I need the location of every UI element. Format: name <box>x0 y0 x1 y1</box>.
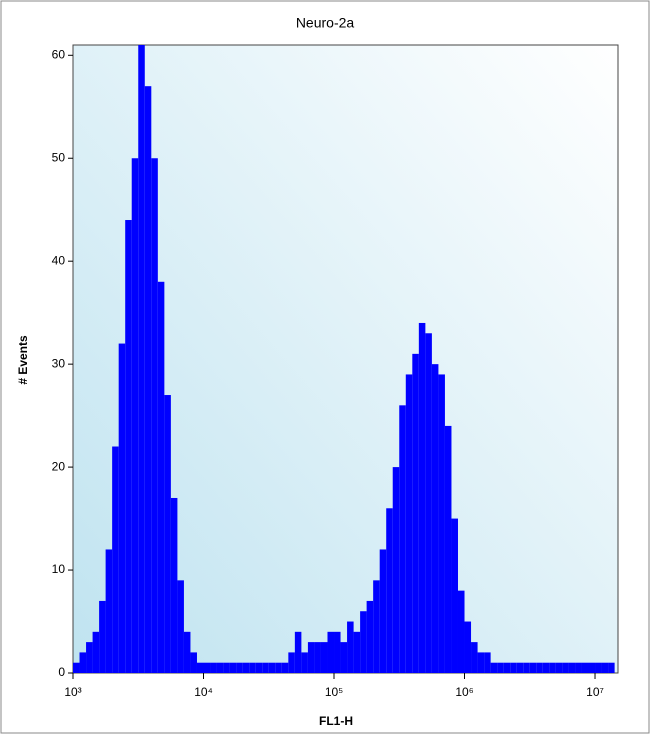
bar <box>170 497 178 673</box>
bar <box>386 508 393 673</box>
bar <box>555 662 563 673</box>
bar <box>464 621 472 673</box>
bar <box>353 631 361 673</box>
bar <box>314 642 321 673</box>
bar <box>347 621 354 673</box>
bar <box>327 631 335 673</box>
bar <box>608 662 615 673</box>
bar <box>334 631 341 673</box>
bar <box>503 662 511 673</box>
bar <box>236 662 243 673</box>
y-tick-label: 10 <box>52 562 66 576</box>
bar <box>125 220 132 673</box>
bar <box>595 662 602 673</box>
bar <box>497 662 504 673</box>
bar <box>157 281 165 673</box>
bar <box>477 652 485 673</box>
y-tick-label: 50 <box>52 150 66 164</box>
bar <box>242 662 250 673</box>
y-tick-label: 30 <box>52 356 66 370</box>
bar <box>471 642 478 673</box>
bar <box>92 631 100 673</box>
bar <box>581 662 589 673</box>
chart-title: Neuro-2a <box>296 15 355 31</box>
bar <box>216 662 224 673</box>
bar <box>523 662 530 673</box>
y-tick-label: 40 <box>52 253 66 267</box>
bar <box>536 662 543 673</box>
y-tick-label: 20 <box>52 459 66 473</box>
bar <box>431 364 439 673</box>
bar <box>360 611 367 673</box>
bar <box>340 642 348 673</box>
bar <box>138 45 145 673</box>
bar <box>118 343 126 673</box>
bar <box>438 374 445 673</box>
bar <box>307 642 315 673</box>
bar <box>568 662 576 673</box>
bar <box>529 662 537 673</box>
bar <box>164 395 171 673</box>
bar <box>99 600 106 673</box>
bar <box>86 642 93 673</box>
bar <box>112 446 119 673</box>
bar <box>210 662 217 673</box>
x-tick-label: 10⁵ <box>325 685 343 699</box>
bar <box>490 662 498 673</box>
bar <box>484 652 491 673</box>
bar <box>405 374 413 673</box>
bar <box>601 662 609 673</box>
bar <box>575 662 582 673</box>
bar <box>418 322 426 673</box>
bar <box>144 86 152 674</box>
bar <box>542 662 550 673</box>
bar <box>131 158 139 673</box>
bar <box>399 405 406 673</box>
bar <box>451 518 458 673</box>
x-axis-label: FL1-H <box>319 714 353 728</box>
bar <box>249 662 256 673</box>
bar <box>425 333 432 673</box>
bar <box>510 662 517 673</box>
bar <box>196 662 204 673</box>
bar <box>301 652 308 673</box>
bar <box>379 549 387 673</box>
bar <box>203 662 211 673</box>
bar <box>255 662 263 673</box>
x-tick-label: 10³ <box>64 685 81 699</box>
bar <box>516 662 524 673</box>
bar <box>366 600 374 673</box>
bar <box>229 662 237 673</box>
bar <box>444 425 452 673</box>
bar <box>320 642 328 673</box>
bar <box>262 662 269 673</box>
bar <box>268 662 276 673</box>
bar <box>549 662 556 673</box>
bar <box>105 549 113 673</box>
y-axis-label: # Events <box>16 335 30 385</box>
bar <box>275 662 282 673</box>
bar <box>190 652 197 673</box>
y-tick-label: 60 <box>52 47 66 61</box>
y-tick-label: 0 <box>58 665 65 679</box>
bar <box>588 662 596 673</box>
bar <box>177 580 184 673</box>
bar <box>294 631 302 673</box>
x-tick-label: 10⁷ <box>586 685 604 699</box>
bar <box>412 353 419 673</box>
x-tick-label: 10⁶ <box>455 685 473 699</box>
bar <box>392 467 400 673</box>
bar <box>183 631 191 673</box>
bar <box>223 662 230 673</box>
bar <box>288 652 295 673</box>
bar <box>79 652 87 673</box>
bar <box>457 590 465 673</box>
x-tick-label: 10⁴ <box>194 685 213 699</box>
bar <box>73 662 80 673</box>
bar <box>281 662 289 673</box>
bar <box>373 580 380 673</box>
bar <box>151 158 158 673</box>
bar <box>562 662 569 673</box>
